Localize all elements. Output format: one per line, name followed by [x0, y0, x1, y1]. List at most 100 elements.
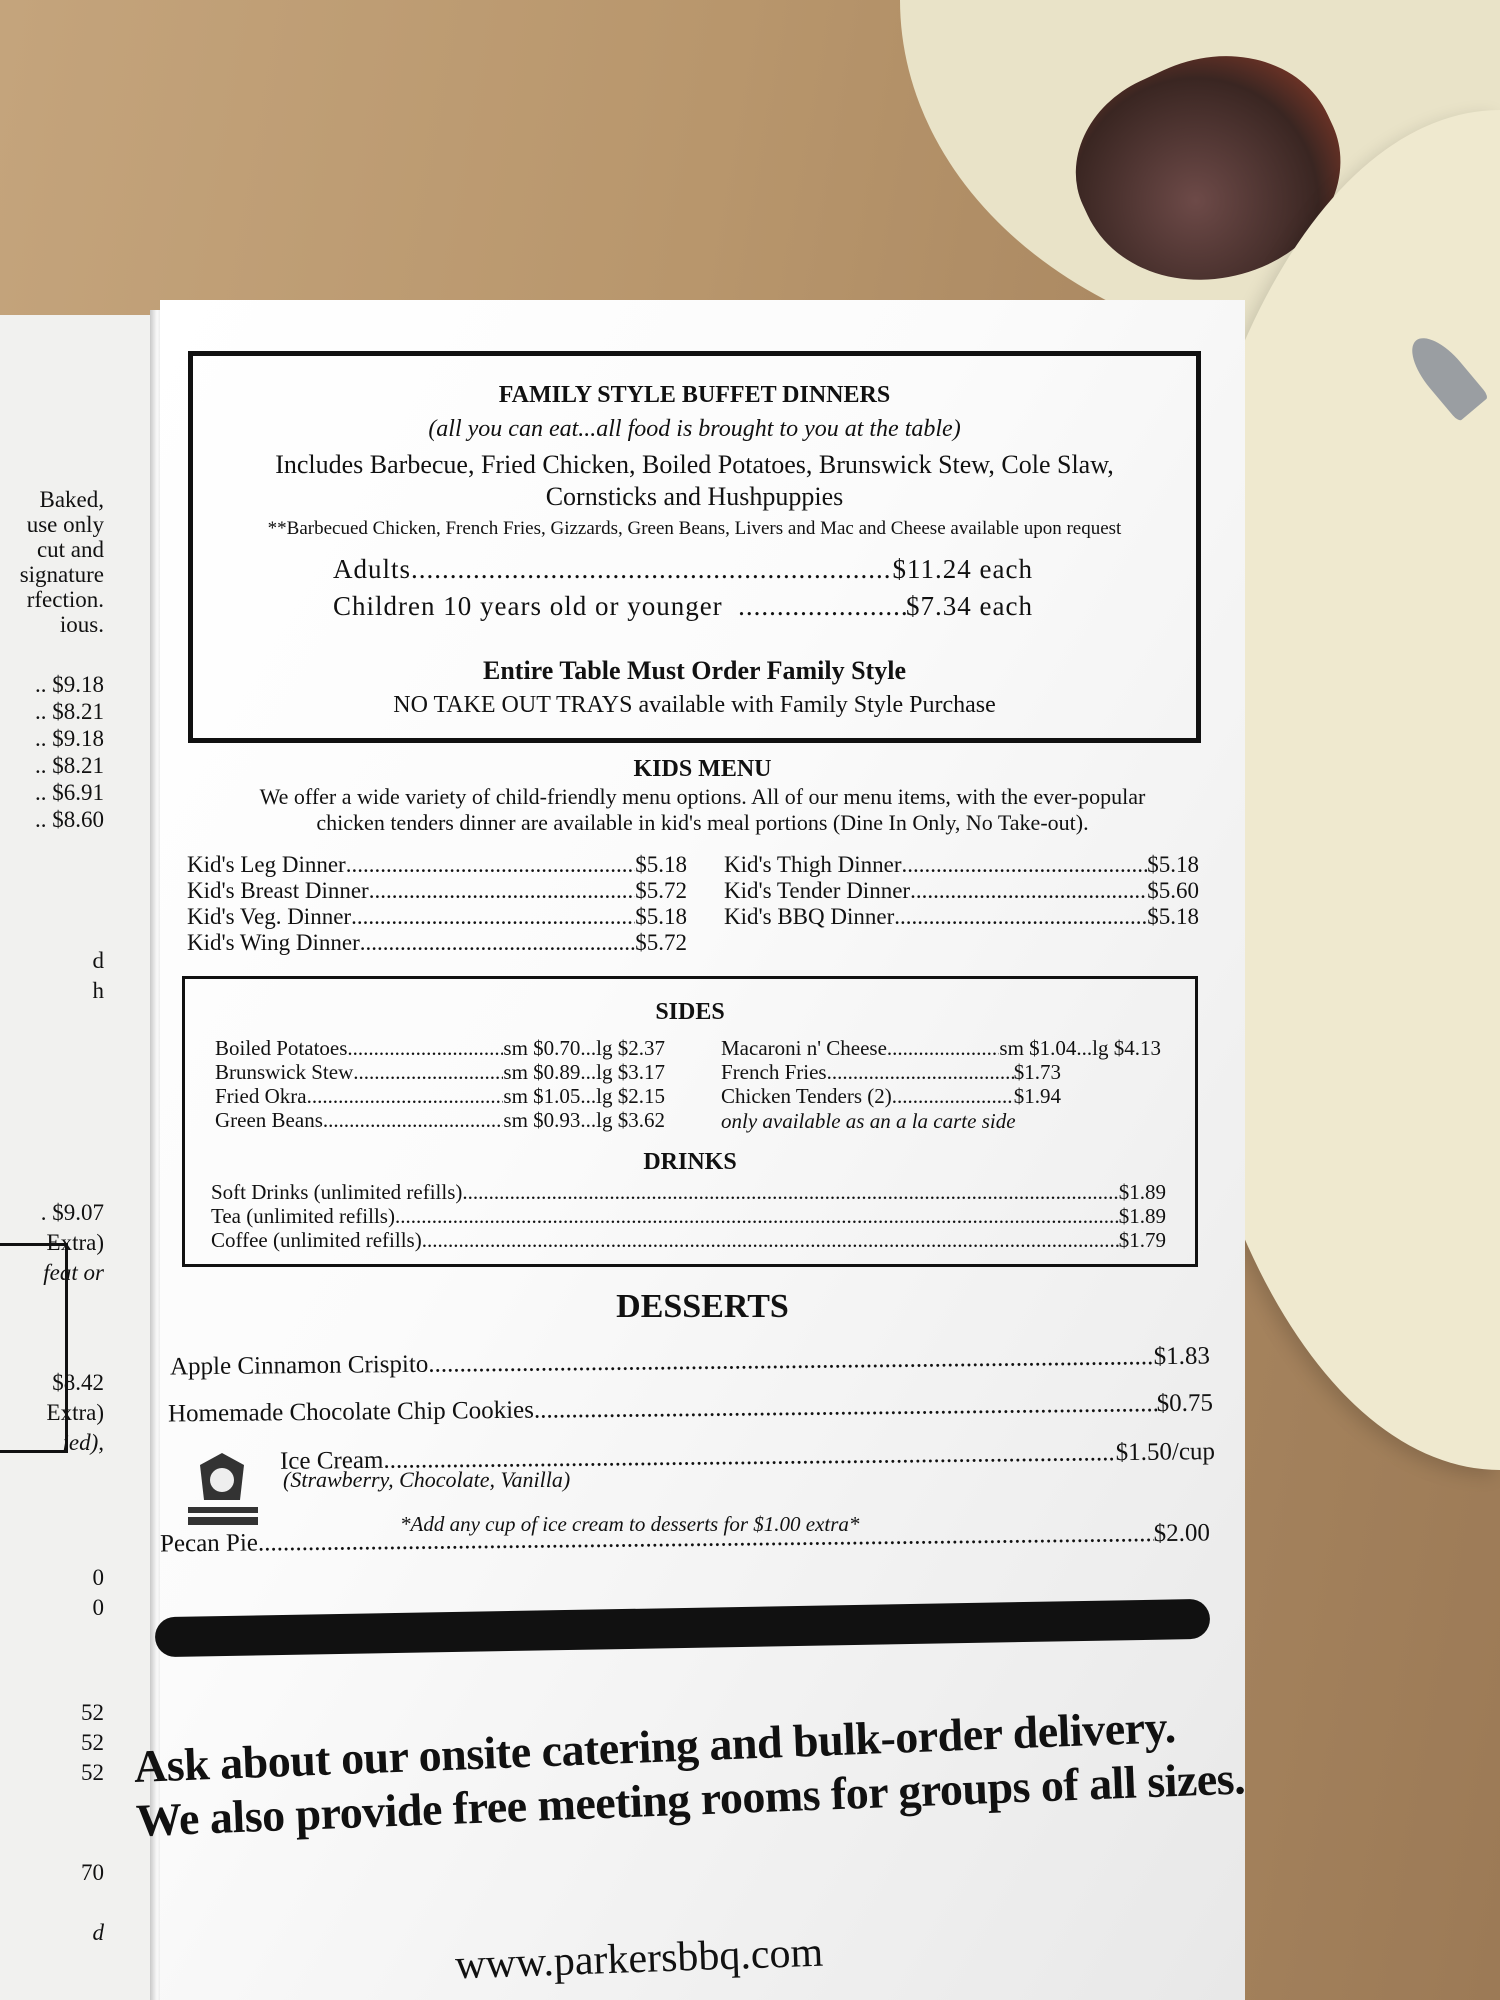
left-page-text: d: [92, 948, 105, 973]
item-price: sm $0.89...lg $3.17: [503, 1060, 665, 1084]
menu-item-row: Boiled Potatoes sm $0.70...lg $2.37: [215, 1037, 665, 1060]
left-page-text: 0: [92, 1595, 105, 1620]
item-price: $0.75: [1156, 1389, 1214, 1418]
item-name: Apple Cinnamon Crispito: [169, 1350, 429, 1381]
sides-drinks-box: SIDES Boiled Potatoes sm $0.70...lg $2.37…: [182, 976, 1198, 1267]
item-name: Fried Okra: [215, 1084, 307, 1108]
item-name: Soft Drinks (unlimited refills): [211, 1180, 463, 1204]
menu-item-row: Tea (unlimited refills) $1.89: [211, 1205, 1166, 1228]
left-page-text: use only: [26, 512, 104, 537]
family-includes: Includes Barbecue, Fried Chicken, Boiled…: [275, 450, 1114, 479]
desserts-title: DESSERTS: [616, 1288, 789, 1325]
item-price: sm $0.70...lg $2.37: [503, 1036, 665, 1060]
item-price: $5.18: [635, 904, 687, 929]
menu-item-row: Kid's Thigh Dinner $5.18: [724, 852, 1199, 877]
item-price: $1.83: [1153, 1342, 1211, 1371]
menu-item-row: French Fries $1.73: [721, 1061, 1061, 1084]
left-page-text: .. $6.91: [35, 780, 104, 805]
item-name: Green Beans: [215, 1108, 323, 1132]
ice-cream-flavors: (Strawberry, Chocolate, Vanilla): [283, 1467, 571, 1492]
left-page-text: .. $8.60: [35, 807, 104, 832]
item-price: $1.50/cup: [1115, 1438, 1216, 1467]
item-price: $5.18: [635, 852, 687, 877]
menu-item-row: Green Beans sm $0.93...lg $3.62: [215, 1109, 665, 1132]
item-name: Homemade Chocolate Chip Cookies: [167, 1396, 535, 1428]
left-page-text: 52: [81, 1700, 104, 1725]
menu-item-row: Coffee (unlimited refills) $1.79: [211, 1229, 1166, 1252]
item-name: Macaroni n' Cheese: [721, 1036, 887, 1060]
menu-item-row: Apple Cinnamon Crispito $1.83: [170, 1343, 1210, 1381]
item-price: $11.24 each: [892, 554, 1033, 584]
item-name: Brunswick Stew: [215, 1060, 354, 1084]
menu-item-row: Kid's Breast Dinner $5.72: [187, 878, 687, 903]
item-name: Tea (unlimited refills): [211, 1204, 395, 1228]
item-price: $7.34 each: [906, 591, 1033, 621]
children-price-row: Children 10 years old or younger $7.34 e…: [333, 591, 1033, 621]
menu-item-row: Kid's Wing Dinner $5.72: [187, 930, 687, 955]
left-page-text: .. $9.18: [35, 726, 104, 751]
left-page-text: 0: [92, 1565, 105, 1590]
kids-desc: chicken tenders dinner are available in …: [316, 810, 1089, 835]
sides-note: only available as an a la carte side: [721, 1109, 1016, 1133]
item-name: Boiled Potatoes: [215, 1036, 348, 1060]
item-price: sm $0.93...lg $3.62: [503, 1108, 665, 1132]
left-page-box: [0, 1243, 68, 1453]
item-name: Kid's Breast Dinner: [187, 878, 369, 903]
item-name: Kid's Thigh Dinner: [724, 852, 902, 877]
left-page-text: d: [92, 1920, 105, 1945]
item-price: $1.89: [1118, 1204, 1166, 1228]
adults-price-row: Adults $11.24 each: [333, 554, 1033, 584]
left-page-text: Baked,: [39, 487, 104, 512]
left-page-text: 52: [81, 1730, 104, 1755]
left-page-text: 52: [81, 1760, 104, 1785]
family-includes: Cornsticks and Hushpuppies: [545, 482, 844, 511]
sides-title: SIDES: [655, 999, 725, 1025]
item-name: Kid's Wing Dinner: [187, 930, 360, 955]
item-name: Kid's Veg. Dinner: [187, 904, 352, 929]
item-name: Adults: [333, 554, 412, 584]
item-name: Kid's BBQ Dinner: [724, 904, 895, 929]
left-page-text: signature: [19, 562, 104, 587]
left-page-text: feat or: [43, 1260, 104, 1285]
menu-item-row: Homemade Chocolate Chip Cookies $0.75: [168, 1390, 1213, 1428]
left-page-text: h: [92, 978, 105, 1003]
item-price: sm $1.04...lg $4.13: [999, 1036, 1161, 1060]
item-price: $1.79: [1118, 1228, 1166, 1252]
drinks-title: DRINKS: [643, 1149, 737, 1175]
menu-page: FAMILY STYLE BUFFET DINNERS (all you can…: [160, 300, 1245, 2000]
left-page-text: ious.: [59, 612, 104, 637]
ice-cream-addon: *Add any cup of ice cream to desserts fo…: [400, 1512, 860, 1536]
item-price: $5.60: [1147, 878, 1199, 903]
family-rule: Entire Table Must Order Family Style: [483, 656, 906, 685]
family-style-box: FAMILY STYLE BUFFET DINNERS (all you can…: [188, 351, 1201, 743]
menu-item-row: Fried Okra sm $1.05...lg $2.15: [215, 1085, 665, 1108]
menu-item-row: Kid's Leg Dinner $5.18: [187, 852, 687, 877]
item-price: $5.18: [1147, 852, 1199, 877]
item-price: $5.72: [635, 878, 687, 903]
family-subtitle: (all you can eat...all food is brought t…: [428, 416, 961, 442]
item-price: sm $1.05...lg $2.15: [503, 1084, 665, 1108]
item-name: French Fries: [721, 1060, 827, 1084]
item-price: $1.73: [1013, 1060, 1061, 1084]
left-page-text: .. $8.21: [35, 753, 104, 778]
menu-item-row: Chicken Tenders (2) $1.94: [721, 1085, 1061, 1108]
item-name: Kid's Tender Dinner: [724, 878, 911, 903]
item-price: $1.94: [1013, 1084, 1061, 1108]
kids-title: KIDS MENU: [633, 756, 772, 782]
family-note: **Barbecued Chicken, French Fries, Gizza…: [267, 518, 1122, 539]
item-name: Children 10 years old or younger: [333, 591, 723, 621]
item-name: Coffee (unlimited refills): [211, 1228, 422, 1252]
left-page-text: ied),: [62, 1430, 104, 1455]
left-page-text: rfection.: [26, 587, 104, 612]
left-page-text: .. $8.21: [35, 699, 104, 724]
kids-desc: We offer a wide variety of child-friendl…: [259, 784, 1146, 809]
menu-item-row: Kid's BBQ Dinner $5.18: [724, 904, 1199, 929]
creamery-logo: [188, 1453, 258, 1525]
item-name: Chicken Tenders (2): [721, 1084, 892, 1108]
item-price: $2.00: [1153, 1519, 1211, 1548]
left-page-text: Extra): [46, 1400, 104, 1425]
menu-item-row: Kid's Veg. Dinner $5.18: [187, 904, 687, 929]
item-name: Kid's Leg Dinner: [187, 852, 346, 877]
family-title: FAMILY STYLE BUFFET DINNERS: [498, 382, 891, 408]
menu-item-row: Brunswick Stew sm $0.89...lg $3.17: [215, 1061, 665, 1084]
